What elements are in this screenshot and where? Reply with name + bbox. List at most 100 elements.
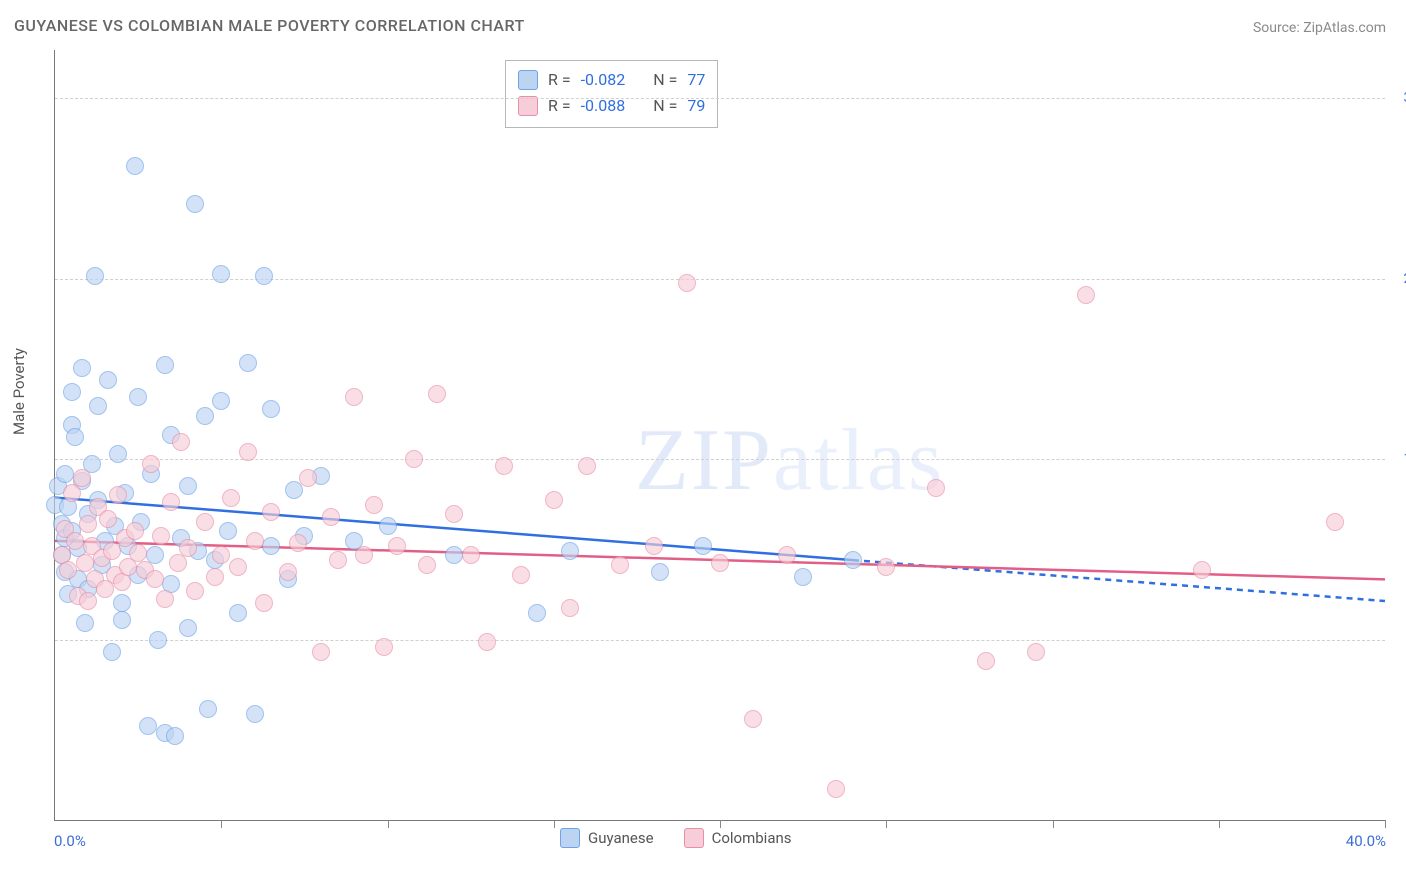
data-point-guyanese [66, 428, 84, 446]
data-point-guyanese [651, 563, 669, 581]
data-point-guyanese [694, 537, 712, 555]
data-point-colombians [262, 503, 280, 521]
data-point-guyanese [219, 522, 237, 540]
stats-legend: R = -0.082 N = 77 R = -0.088 N = 79 [505, 60, 718, 128]
data-point-colombians [299, 469, 317, 487]
data-point-colombians [512, 566, 530, 584]
data-point-guyanese [212, 265, 230, 283]
data-point-guyanese [262, 400, 280, 418]
data-point-colombians [79, 592, 97, 610]
data-point-guyanese [179, 477, 197, 495]
data-point-colombians [179, 539, 197, 557]
y-axis-label: Male Poverty [10, 348, 28, 435]
data-point-colombians [495, 457, 513, 475]
data-point-colombians [229, 558, 247, 576]
data-point-colombians [222, 489, 240, 507]
data-point-colombians [778, 546, 796, 564]
stats-row-colombians: R = -0.088 N = 79 [518, 93, 705, 119]
data-point-colombians [289, 534, 307, 552]
data-point-guyanese [445, 546, 463, 564]
data-point-guyanese [56, 465, 74, 483]
data-point-guyanese [262, 537, 280, 555]
stat-r-value-guyanese: -0.082 [581, 67, 626, 93]
data-point-guyanese [255, 267, 273, 285]
data-point-colombians [345, 388, 363, 406]
x-tick [388, 820, 389, 828]
gridline [55, 459, 1385, 460]
data-point-colombians [146, 570, 164, 588]
data-point-colombians [73, 469, 91, 487]
data-point-colombians [255, 594, 273, 612]
legend-item-colombians: Colombians [684, 828, 792, 848]
y-tick-label: 15.0% [1393, 451, 1406, 467]
chart-container: GUYANESE VS COLOMBIAN MALE POVERTY CORRE… [0, 0, 1406, 892]
data-point-colombians [375, 638, 393, 656]
data-point-colombians [365, 496, 383, 514]
data-point-guyanese [76, 614, 94, 632]
data-point-guyanese [246, 705, 264, 723]
legend-item-guyanese: Guyanese [560, 828, 654, 848]
stat-n-label: N = [653, 67, 677, 93]
data-point-colombians [744, 710, 762, 728]
data-point-colombians [186, 582, 204, 600]
x-tick [720, 820, 721, 828]
data-point-colombians [312, 643, 330, 661]
stat-r-value-colombians: -0.088 [581, 93, 626, 119]
data-point-guyanese [89, 397, 107, 415]
data-point-colombians [66, 532, 84, 550]
data-point-colombians [827, 780, 845, 798]
data-point-colombians [1077, 286, 1095, 304]
data-point-guyanese [239, 354, 257, 372]
data-point-colombians [445, 505, 463, 523]
data-point-colombians [109, 486, 127, 504]
data-point-colombians [561, 599, 579, 617]
data-point-colombians [156, 590, 174, 608]
data-point-colombians [927, 479, 945, 497]
data-point-guyanese [186, 195, 204, 213]
data-point-colombians [1027, 643, 1045, 661]
data-point-guyanese [109, 445, 127, 463]
x-axis-max-label: 40.0% [1346, 832, 1386, 850]
data-point-colombians [462, 546, 480, 564]
data-point-colombians [578, 457, 596, 475]
data-point-colombians [545, 491, 563, 509]
data-point-colombians [206, 568, 224, 586]
data-point-guyanese [73, 359, 91, 377]
data-point-colombians [246, 532, 264, 550]
data-point-colombians [172, 433, 190, 451]
data-point-guyanese [199, 700, 217, 718]
stat-n-value-guyanese: 77 [687, 67, 705, 93]
data-point-guyanese [561, 542, 579, 560]
data-point-colombians [478, 633, 496, 651]
data-point-guyanese [229, 604, 247, 622]
data-point-guyanese [196, 407, 214, 425]
data-point-colombians [196, 513, 214, 531]
data-point-guyanese [86, 267, 104, 285]
y-tick-label: 22.5% [1393, 271, 1406, 287]
data-point-colombians [877, 558, 895, 576]
data-point-colombians [1326, 513, 1344, 531]
gridline [55, 279, 1385, 280]
data-point-guyanese [126, 157, 144, 175]
data-point-colombians [99, 510, 117, 528]
data-point-colombians [142, 455, 160, 473]
data-point-guyanese [794, 568, 812, 586]
data-point-guyanese [113, 611, 131, 629]
data-point-guyanese [156, 356, 174, 374]
data-point-colombians [611, 556, 629, 574]
data-point-guyanese [103, 643, 121, 661]
x-tick [1053, 820, 1054, 828]
data-point-colombians [76, 554, 94, 572]
data-point-guyanese [212, 392, 230, 410]
y-tick-label: 30.0% [1393, 90, 1406, 106]
x-tick [1385, 820, 1386, 828]
data-point-colombians [645, 537, 663, 555]
x-tick [554, 820, 555, 828]
stat-n-value-colombians: 79 [687, 93, 705, 119]
legend-swatch-guyanese [560, 828, 580, 848]
data-point-colombians [977, 652, 995, 670]
stat-r-label: R = [548, 93, 571, 119]
data-point-colombians [711, 554, 729, 572]
data-point-colombians [212, 546, 230, 564]
data-point-colombians [129, 544, 147, 562]
